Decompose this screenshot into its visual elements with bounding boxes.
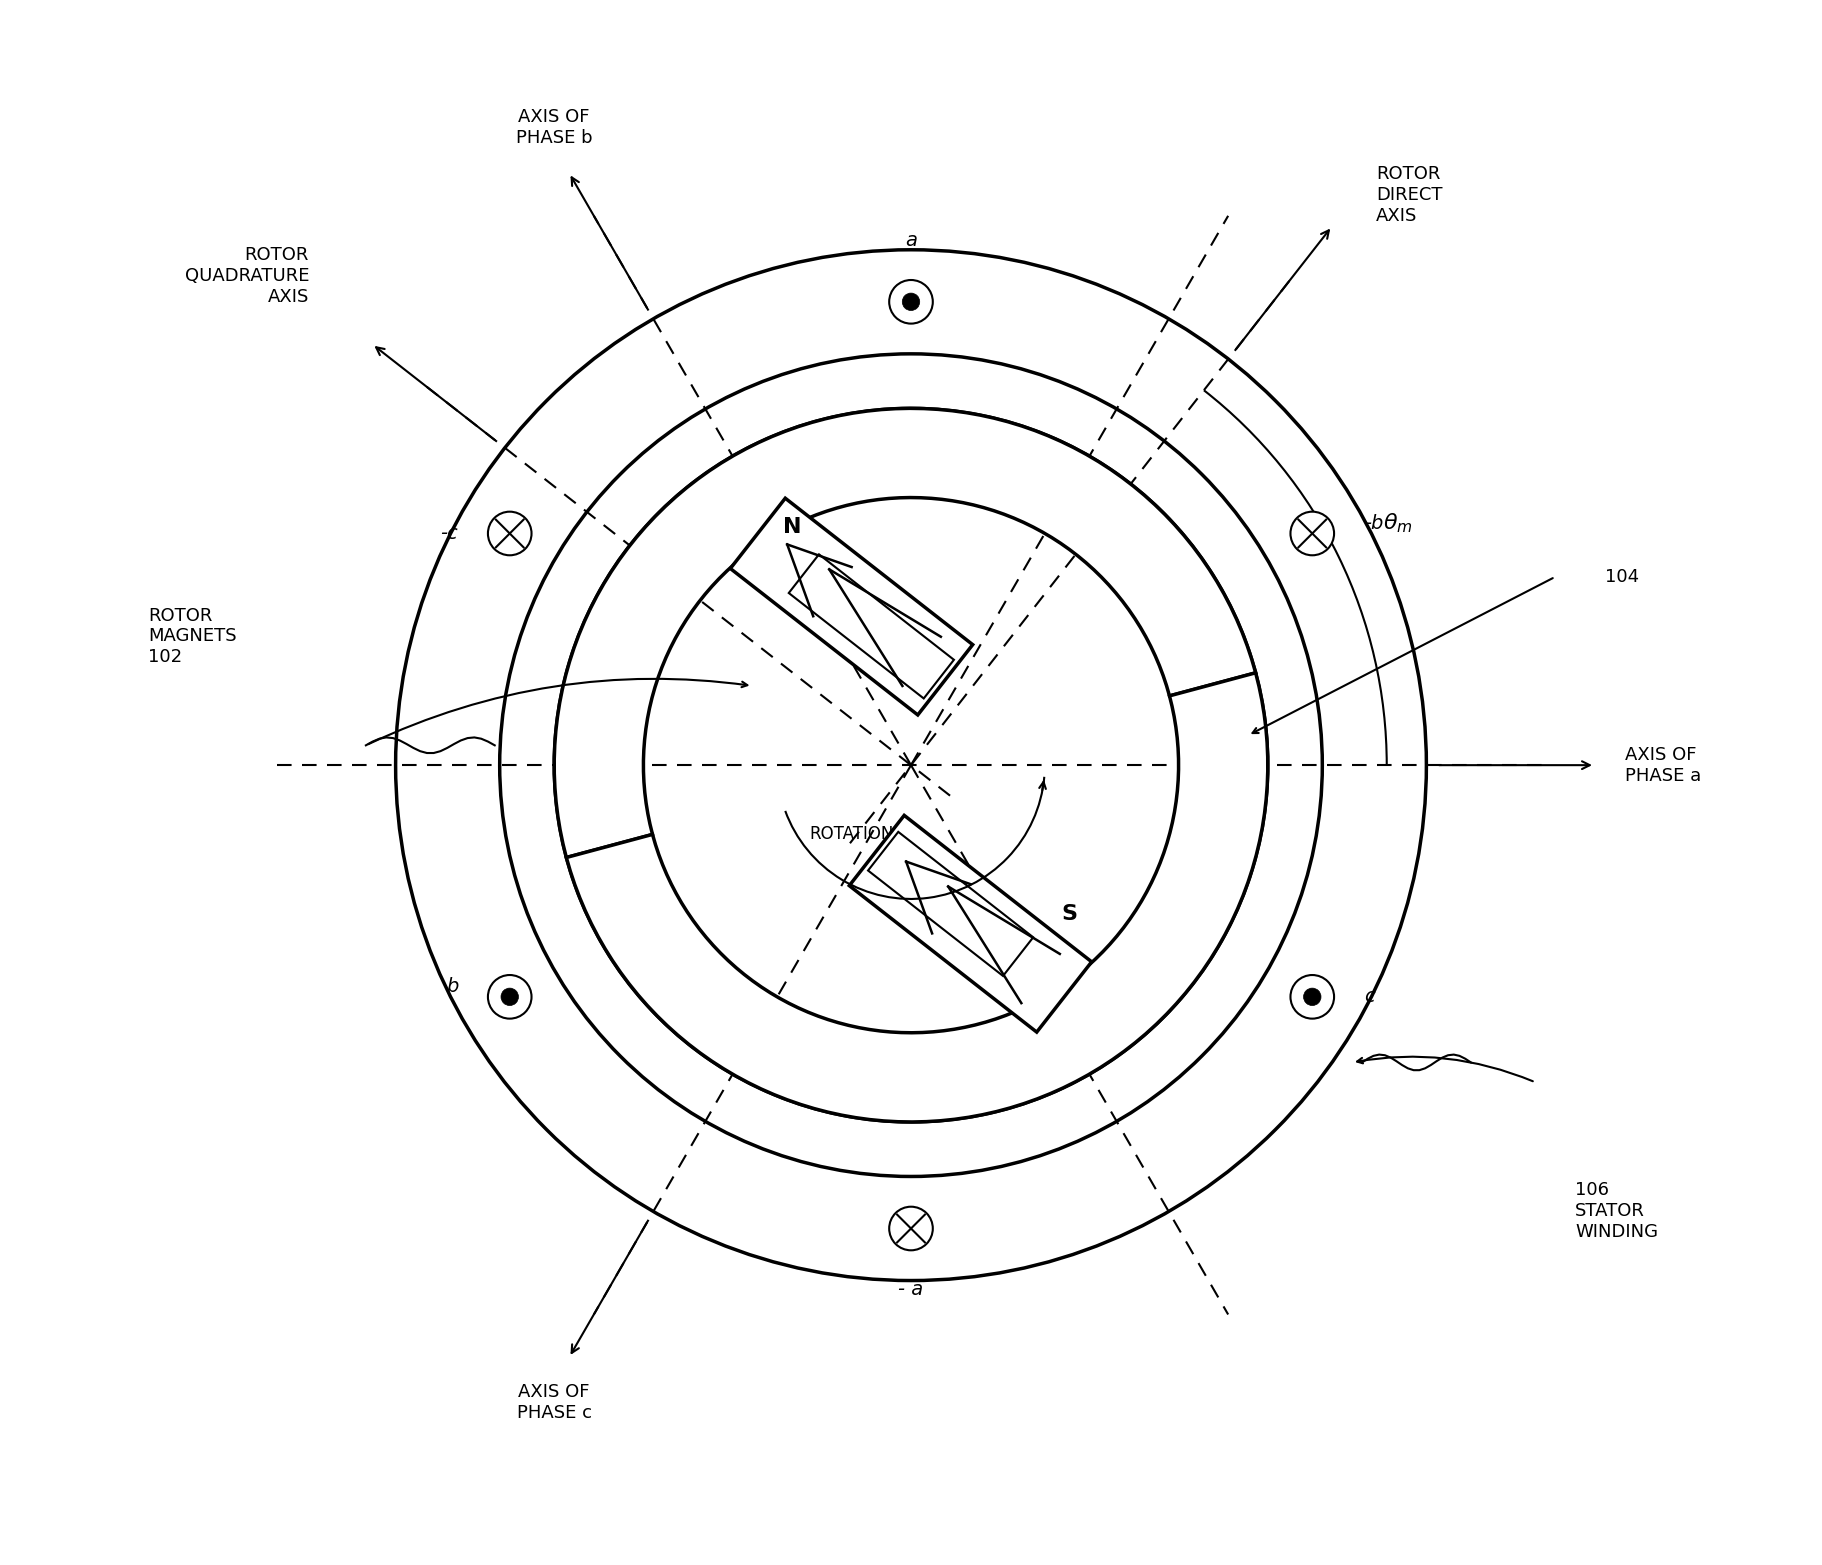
Text: $\theta_m$: $\theta_m$: [1383, 512, 1412, 535]
Text: -c: -c: [441, 524, 457, 543]
Polygon shape: [554, 408, 1255, 858]
Polygon shape: [867, 833, 1033, 977]
Circle shape: [488, 512, 532, 556]
Text: S: S: [1062, 905, 1077, 923]
Text: c: c: [1365, 988, 1374, 1006]
Text: N: N: [783, 518, 802, 537]
Polygon shape: [849, 815, 1091, 1031]
Polygon shape: [731, 498, 973, 715]
Polygon shape: [789, 554, 955, 698]
Circle shape: [501, 988, 519, 1006]
Text: AXIS OF
PHASE a: AXIS OF PHASE a: [1625, 747, 1702, 784]
Text: ROTOR
MAGNETS
102: ROTOR MAGNETS 102: [148, 607, 237, 667]
Polygon shape: [567, 673, 1268, 1122]
Text: - a: - a: [898, 1280, 924, 1299]
Circle shape: [889, 1207, 933, 1250]
Text: AXIS OF
PHASE c: AXIS OF PHASE c: [517, 1383, 592, 1423]
Circle shape: [902, 293, 920, 310]
Text: 104: 104: [1605, 568, 1640, 585]
Text: 106
STATOR
WINDING: 106 STATOR WINDING: [1574, 1182, 1658, 1241]
Text: ROTOR
DIRECT
AXIS: ROTOR DIRECT AXIS: [1376, 166, 1443, 225]
Text: AXIS OF
PHASE b: AXIS OF PHASE b: [516, 108, 592, 147]
Circle shape: [1290, 975, 1334, 1019]
Text: -b: -b: [1365, 513, 1383, 534]
Circle shape: [488, 975, 532, 1019]
Text: ROTOR
QUADRATURE
AXIS: ROTOR QUADRATURE AXIS: [184, 246, 310, 307]
Text: b: b: [446, 978, 457, 997]
Circle shape: [1303, 988, 1321, 1006]
Text: a: a: [906, 232, 916, 250]
Circle shape: [1290, 512, 1334, 556]
Text: ROTATION: ROTATION: [809, 825, 895, 842]
Circle shape: [889, 280, 933, 324]
